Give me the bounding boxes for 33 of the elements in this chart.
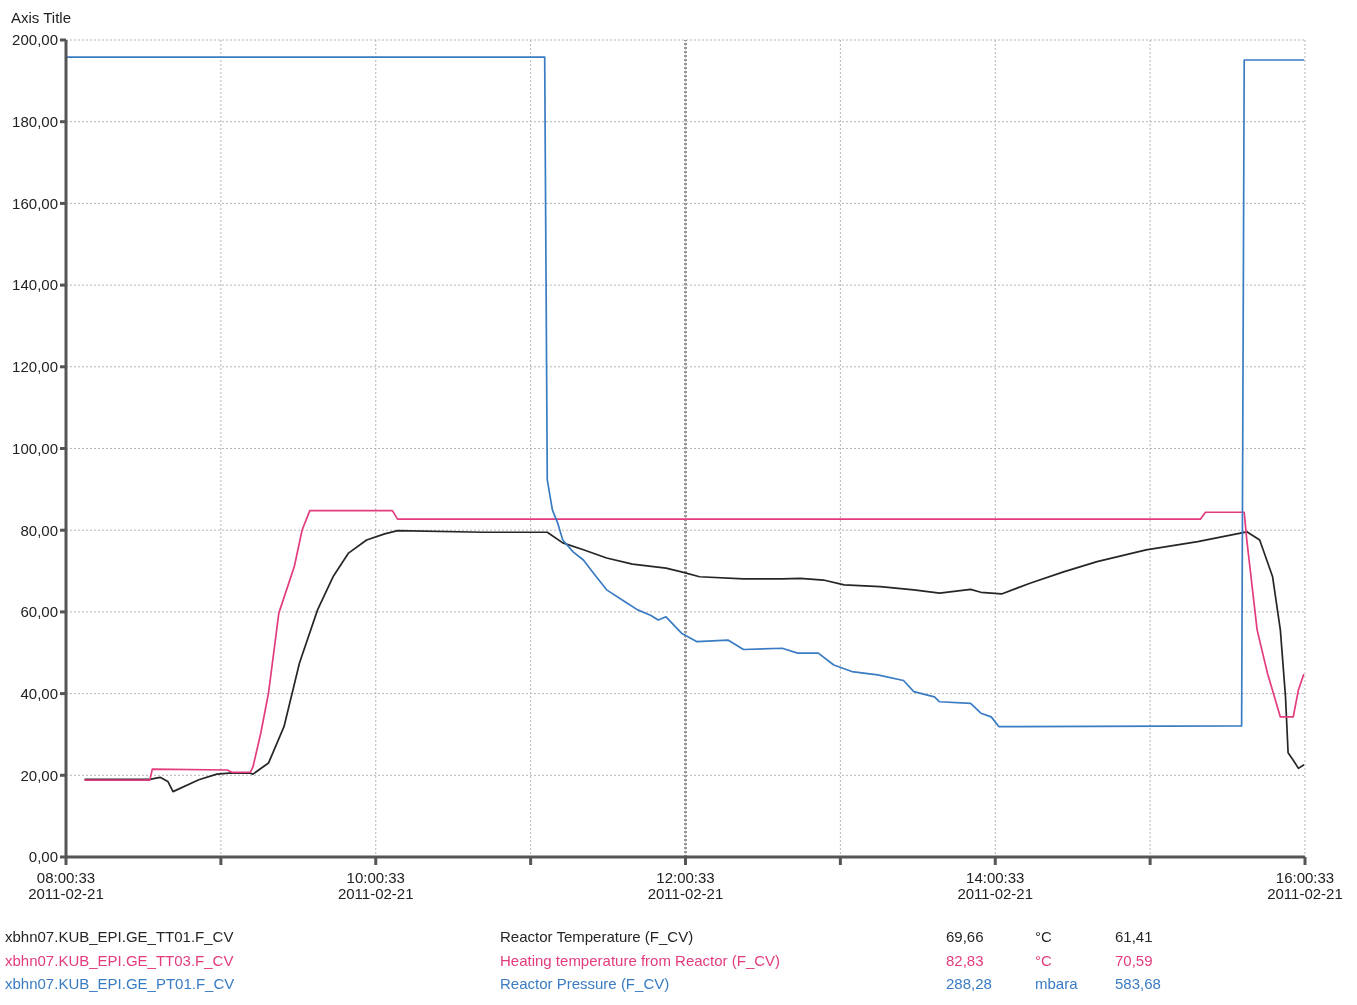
y-axis-title: Axis Title <box>11 9 72 26</box>
text: Reactor Temperature (F_CV) <box>500 928 694 945</box>
y-tick-label: 160,00 <box>12 194 58 212</box>
text: °C <box>1035 951 1052 969</box>
text: 70,59 <box>1115 951 1153 969</box>
x-tick-label: 10:00:33 2011-02-21 <box>337 869 414 902</box>
text: 82,83 <box>946 951 984 969</box>
y-tick-label: 0,00 <box>28 848 58 866</box>
text: 583,68 <box>1115 975 1161 992</box>
text: 69,66 <box>946 928 984 945</box>
text: xbhn07.KUB_EPI.GE_PT01.F_CV <box>5 975 235 992</box>
text: xbhn07.KUB_EPI.GE_TT01.F_CV <box>5 928 234 945</box>
line-series <box>66 56 1305 728</box>
x-tick-label: 08:00:33 2011-02-21 <box>28 869 104 902</box>
y-tick-label: 100,00 <box>12 439 58 457</box>
y-tick-label: 140,00 <box>12 276 58 294</box>
x-tick-label: 12:00:33 2011-02-21 <box>647 869 724 902</box>
text: °C <box>1035 928 1052 945</box>
y-tick-label: 20,00 <box>20 766 58 784</box>
text: 61,41 <box>1115 928 1153 945</box>
text: mbara <box>1035 975 1078 992</box>
x-tick-label: 16:00:33 2011-02-21 <box>1267 869 1343 902</box>
x-tick-label: 14:00:33 2011-02-21 <box>957 869 1034 902</box>
text: 288,28 <box>946 975 992 992</box>
text: xbhn07.KUB_EPI.GE_TT03.F_CV <box>5 951 234 969</box>
y-tick-label: 40,00 <box>20 684 58 702</box>
y-tick-label: 120,00 <box>12 358 58 376</box>
y-tick-label: 180,00 <box>12 113 58 131</box>
text: Reactor Pressure (F_CV) <box>500 975 670 992</box>
text: Heating temperature from Reactor (F_CV) <box>500 951 781 969</box>
y-tick-label: 60,00 <box>20 603 58 621</box>
y-tick-label: 80,00 <box>20 521 58 539</box>
y-tick-label: 200,00 <box>12 31 58 49</box>
